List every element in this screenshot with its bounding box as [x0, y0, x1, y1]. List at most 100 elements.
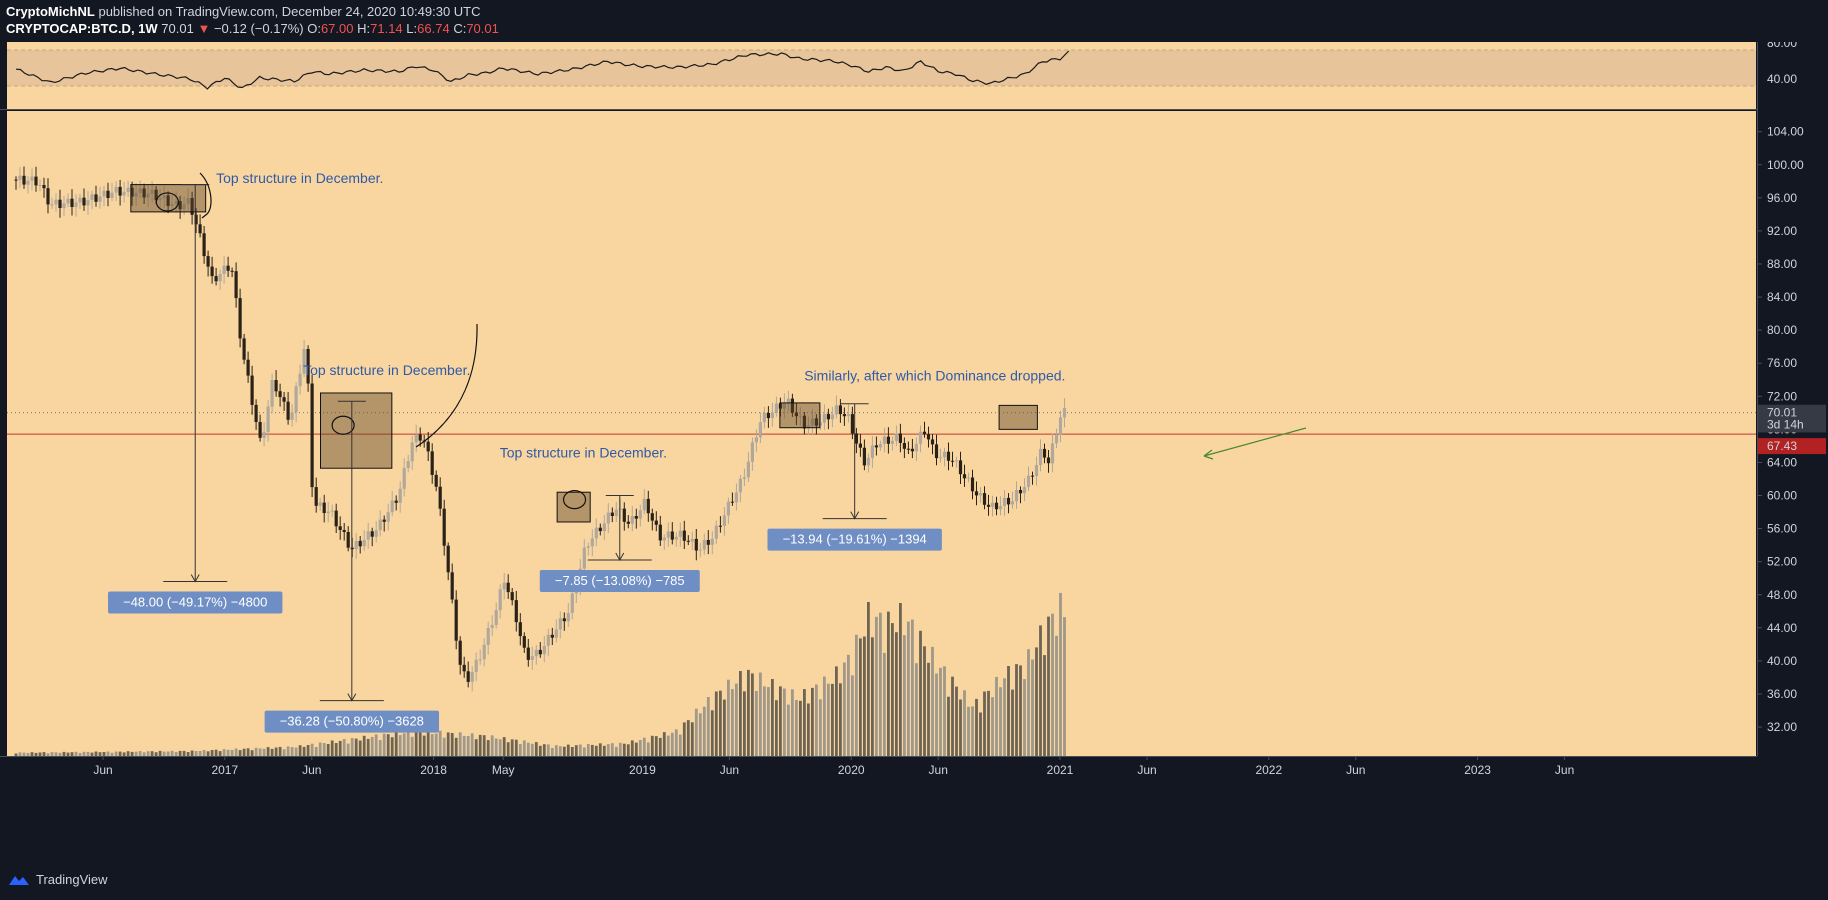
volume-bar [883, 652, 886, 756]
price-tick-label: 32.00 [1767, 720, 1797, 734]
svg-text:67.43: 67.43 [1767, 439, 1797, 453]
candle-body [586, 546, 590, 548]
volume-bar [731, 689, 734, 756]
volume-bar [807, 703, 810, 756]
measure-label-box [108, 591, 283, 614]
time-tick-label: 2022 [1255, 763, 1282, 777]
candle-body [798, 415, 802, 417]
open-value: 67.00 [320, 21, 354, 36]
candle-body [198, 224, 202, 234]
tradingview-brand[interactable]: TradingView [8, 872, 108, 887]
candle-body [30, 176, 34, 181]
price-tick-label: 44.00 [1767, 621, 1797, 635]
candle-body [806, 425, 810, 429]
volume-bar [438, 730, 442, 756]
volume-bar [402, 733, 406, 756]
candle-body [942, 451, 947, 458]
rsi-tick: 80.00 [1767, 42, 1797, 50]
candle-body [802, 415, 806, 429]
volume-bar [146, 751, 150, 756]
volume-bar [350, 738, 354, 756]
volume-bar [82, 751, 86, 756]
time-axis-labels: Jun 2017 Jun 2018 May 2019 Jun 2020 Jun 2021 Jun 20… [93, 756, 1574, 777]
volume-bar [306, 745, 310, 756]
candle-body [914, 443, 918, 452]
volume-bar [466, 736, 470, 756]
volume-bar [14, 753, 18, 756]
annotation-text: Top structure in December. [216, 170, 383, 186]
volume-bar [767, 687, 770, 756]
price-axis-ticks: 104.00 100.00 96.00 92.00 88.00 84.00 80.00 76.… [1757, 125, 1804, 734]
time-tick-label: Jun [302, 763, 321, 777]
volume-bar [614, 746, 618, 756]
candle-body [374, 530, 378, 537]
volume-bar [106, 751, 110, 756]
volume-bar [578, 744, 582, 756]
candle-body [622, 508, 626, 522]
volume-bar [638, 740, 642, 756]
time-axis [0, 756, 1828, 862]
candle-body [746, 461, 750, 478]
price-tick-label: 88.00 [1767, 257, 1797, 271]
symbol-name[interactable]: CRYPTOCAP:BTC.D, 1W [6, 21, 158, 36]
candle-body [990, 502, 995, 507]
candle-body [14, 179, 18, 181]
candle-body [234, 271, 238, 299]
candle-body [830, 414, 834, 420]
author-name[interactable]: CryptoMichNL [6, 4, 95, 19]
rsi-band [7, 50, 1756, 86]
candle-body [498, 589, 502, 611]
volume-bar [526, 742, 530, 756]
volume-bar [430, 734, 434, 756]
candle-body [322, 502, 326, 513]
candle-body [398, 488, 402, 503]
volume-bar [654, 736, 658, 756]
candle-body [870, 445, 874, 458]
volume-bar [662, 732, 666, 756]
volume-bar [610, 743, 614, 756]
candle-body [642, 498, 646, 511]
last-value: 70.01 [161, 21, 194, 36]
volume-bar [727, 679, 730, 756]
candle-body [750, 442, 754, 462]
volume-bar [518, 744, 522, 756]
candle-body [810, 418, 814, 426]
volume-bar [763, 686, 766, 756]
high-value: 71.14 [370, 21, 403, 36]
volume-bar [298, 745, 302, 756]
chart-canvas[interactable]: Top structure in December. Top structure … [0, 42, 1828, 862]
volume-bar [955, 686, 958, 756]
volume-bar [991, 697, 994, 756]
volume-bar [823, 676, 826, 756]
price-tick-label: 36.00 [1767, 687, 1797, 701]
candle-body [222, 265, 226, 274]
candle-body [390, 500, 394, 513]
volume-bar [26, 753, 30, 756]
candle-body [646, 498, 650, 514]
volume-bar [634, 742, 638, 756]
volume-bar [154, 752, 158, 756]
candles [14, 166, 1067, 692]
candle-body [110, 192, 114, 198]
volume-bar [206, 751, 210, 756]
volume-bar [678, 734, 682, 756]
candle-body [286, 401, 290, 420]
volume-bar [70, 752, 74, 756]
volume-bar [558, 746, 562, 756]
candle-body [306, 349, 310, 384]
volume-bar [803, 689, 806, 756]
volume-bar [250, 750, 254, 756]
price-tick-label: 56.00 [1767, 522, 1797, 536]
candle-body [382, 519, 386, 522]
candle-body [738, 478, 742, 493]
volume-bar [1019, 665, 1022, 756]
candle-body [602, 523, 606, 532]
volume-bar [1023, 679, 1026, 756]
candle-body [206, 256, 210, 267]
measure-arrow [347, 693, 357, 702]
time-tick-label: Jun [929, 763, 948, 777]
candle-body [274, 380, 278, 392]
candle-body [858, 443, 862, 448]
volume-bar [735, 683, 738, 756]
candle-body [550, 634, 554, 638]
